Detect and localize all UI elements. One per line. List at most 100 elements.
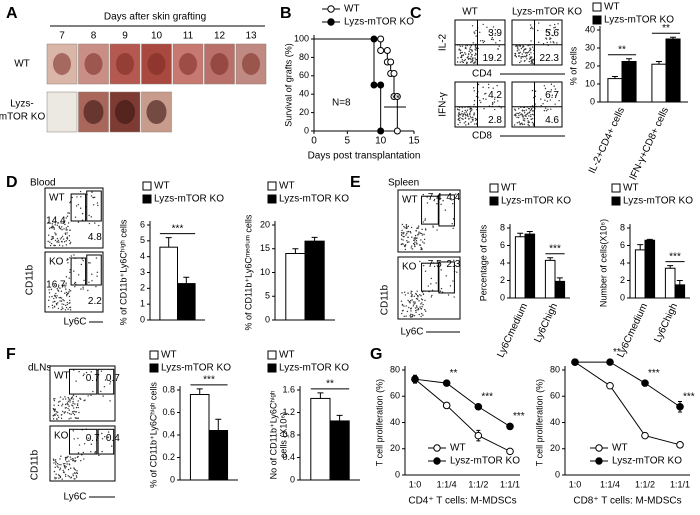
wound bbox=[83, 100, 104, 124]
event-dot bbox=[53, 221, 55, 223]
row-label: WT bbox=[14, 59, 30, 70]
event-dot bbox=[424, 270, 427, 272]
legend-swatch bbox=[611, 196, 621, 206]
y-tick-label: 8 bbox=[620, 222, 625, 232]
event-dot bbox=[65, 229, 67, 231]
event-dot bbox=[56, 224, 58, 226]
event-dot bbox=[464, 52, 466, 54]
event-dot bbox=[72, 400, 74, 403]
event-dot bbox=[452, 227, 454, 229]
day-label: 12 bbox=[214, 31, 226, 42]
event-dot bbox=[64, 459, 67, 461]
event-dot bbox=[545, 110, 548, 112]
photo bbox=[46, 91, 78, 133]
event-dot bbox=[410, 313, 412, 316]
event-dot bbox=[493, 108, 496, 111]
event-dot bbox=[406, 310, 409, 313]
event-dot bbox=[522, 49, 525, 52]
event-dot bbox=[87, 395, 89, 397]
event-dot bbox=[553, 27, 555, 29]
y-tick-label: 40 bbox=[550, 417, 560, 427]
legend-label: WT bbox=[344, 4, 360, 15]
y-tick-label: 6 bbox=[500, 240, 505, 250]
y-axis-label: CD11b bbox=[30, 449, 41, 480]
header: Days after skin grafting bbox=[104, 12, 206, 23]
event-dot bbox=[402, 239, 404, 241]
event-dot bbox=[462, 61, 465, 64]
event-dot bbox=[521, 46, 524, 48]
event-dot bbox=[60, 464, 62, 466]
event-dot bbox=[401, 312, 403, 315]
bar bbox=[651, 63, 667, 103]
wound bbox=[242, 53, 260, 75]
y-tick-label: 0.6 bbox=[162, 407, 175, 417]
y-tick-label: 0 bbox=[265, 314, 270, 324]
event-dot bbox=[53, 413, 56, 416]
x-tick-label: 0 bbox=[311, 136, 317, 147]
event-dot bbox=[418, 231, 420, 233]
event-dot bbox=[411, 290, 413, 293]
event-dot bbox=[53, 227, 55, 229]
event-dot bbox=[554, 23, 556, 26]
event-dot bbox=[521, 115, 524, 117]
x-tick-label: 1:0 bbox=[409, 479, 422, 489]
event-dot bbox=[497, 48, 499, 50]
y-tick-label: 4 bbox=[620, 257, 625, 267]
y-axis-label: CD11b bbox=[25, 264, 36, 295]
event-dot bbox=[521, 109, 524, 112]
event-dot bbox=[402, 309, 404, 312]
wound bbox=[84, 53, 103, 75]
event-dot bbox=[68, 405, 70, 407]
event-dot bbox=[473, 112, 475, 114]
event-dot bbox=[473, 31, 475, 33]
event-dot bbox=[519, 61, 521, 64]
event-dot bbox=[540, 98, 542, 100]
event-dot bbox=[523, 120, 526, 122]
event-dot bbox=[549, 99, 551, 101]
event-dot bbox=[70, 477, 72, 479]
event-dot bbox=[68, 277, 70, 279]
event-dot bbox=[423, 233, 425, 236]
event-dot bbox=[527, 51, 530, 53]
y-tick-label: 0.4 bbox=[162, 429, 175, 439]
event-dot bbox=[67, 212, 69, 214]
event-dot bbox=[530, 27, 532, 30]
bar bbox=[621, 61, 637, 103]
event-dot bbox=[415, 305, 418, 307]
event-dot bbox=[493, 98, 496, 100]
event-dot bbox=[56, 237, 59, 240]
gate bbox=[70, 257, 87, 286]
event-dot bbox=[485, 98, 487, 100]
event-dot bbox=[481, 39, 484, 42]
x-tick-label: 1:0 bbox=[569, 479, 582, 489]
event-dot bbox=[544, 87, 547, 90]
event-dot bbox=[79, 397, 81, 400]
event-dot bbox=[421, 232, 423, 235]
y-tick-label: 0.8 bbox=[282, 429, 295, 439]
event-dot bbox=[406, 231, 408, 233]
event-dot bbox=[485, 92, 487, 95]
event-dot bbox=[63, 241, 66, 243]
event-dot bbox=[54, 410, 56, 412]
event-dot bbox=[73, 468, 76, 470]
error-bar bbox=[670, 36, 677, 39]
event-dot bbox=[68, 409, 70, 411]
event-dot bbox=[553, 42, 555, 44]
event-dot bbox=[531, 61, 534, 64]
point bbox=[474, 402, 483, 411]
event-dot bbox=[72, 474, 74, 477]
error-bar bbox=[517, 232, 524, 237]
event-dot bbox=[69, 302, 71, 304]
event-dot bbox=[457, 115, 460, 118]
event-dot bbox=[474, 123, 476, 125]
event-dot bbox=[473, 100, 476, 102]
event-dot bbox=[54, 463, 57, 465]
event-dot bbox=[55, 413, 57, 415]
event-dot bbox=[60, 290, 63, 293]
event-dot bbox=[72, 407, 75, 409]
event-dot bbox=[67, 475, 69, 477]
event-dot bbox=[473, 90, 475, 92]
event-dot bbox=[432, 225, 434, 227]
event-dot bbox=[473, 113, 475, 116]
event-dot bbox=[421, 291, 424, 293]
